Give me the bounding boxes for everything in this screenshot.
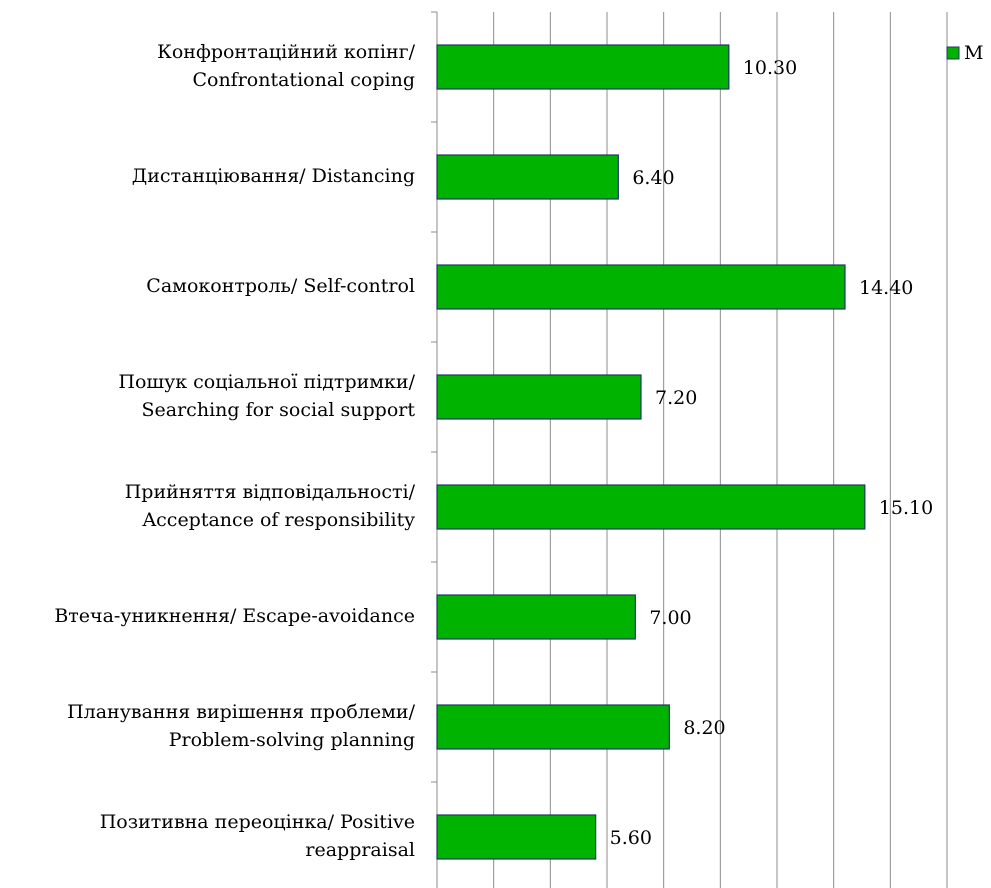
value-label: 7.20 — [655, 387, 697, 409]
y-tick-label: Дистанціювання/ Distancing — [132, 165, 415, 187]
bar — [436, 814, 597, 860]
value-label: 8.20 — [683, 717, 725, 739]
value-label: 10.30 — [743, 57, 797, 79]
bar — [436, 264, 846, 310]
y-tick-label: Конфронтаційний копінг/Confrontational c… — [157, 41, 415, 91]
bar — [436, 154, 619, 200]
legend-swatch — [946, 46, 960, 60]
y-tick-label: Планування вирішення проблеми/Problem-so… — [67, 701, 416, 751]
legend-label: M — [964, 42, 983, 64]
value-label: 6.40 — [632, 167, 674, 189]
value-label: 15.10 — [879, 497, 933, 519]
y-tick-label: Пошук соціальної підтримки/Searching for… — [118, 371, 415, 421]
y-tick-label: Самоконтроль/ Self-control — [146, 275, 415, 297]
value-label: 14.40 — [859, 277, 913, 299]
value-label: 5.60 — [610, 827, 652, 849]
bar — [436, 44, 730, 90]
bar — [436, 484, 866, 530]
y-tick-label: Позитивна переоцінка/ Positive reappraisa… — [100, 811, 415, 861]
y-tick-label: Прийняття відповідальності/Acceptance of… — [125, 481, 416, 531]
value-label: 7.00 — [649, 607, 691, 629]
bar — [436, 374, 642, 420]
y-tick-label: Втеча-уникнення/ Escape-avoidance — [54, 605, 415, 627]
bar — [436, 594, 636, 640]
bar — [436, 704, 670, 750]
